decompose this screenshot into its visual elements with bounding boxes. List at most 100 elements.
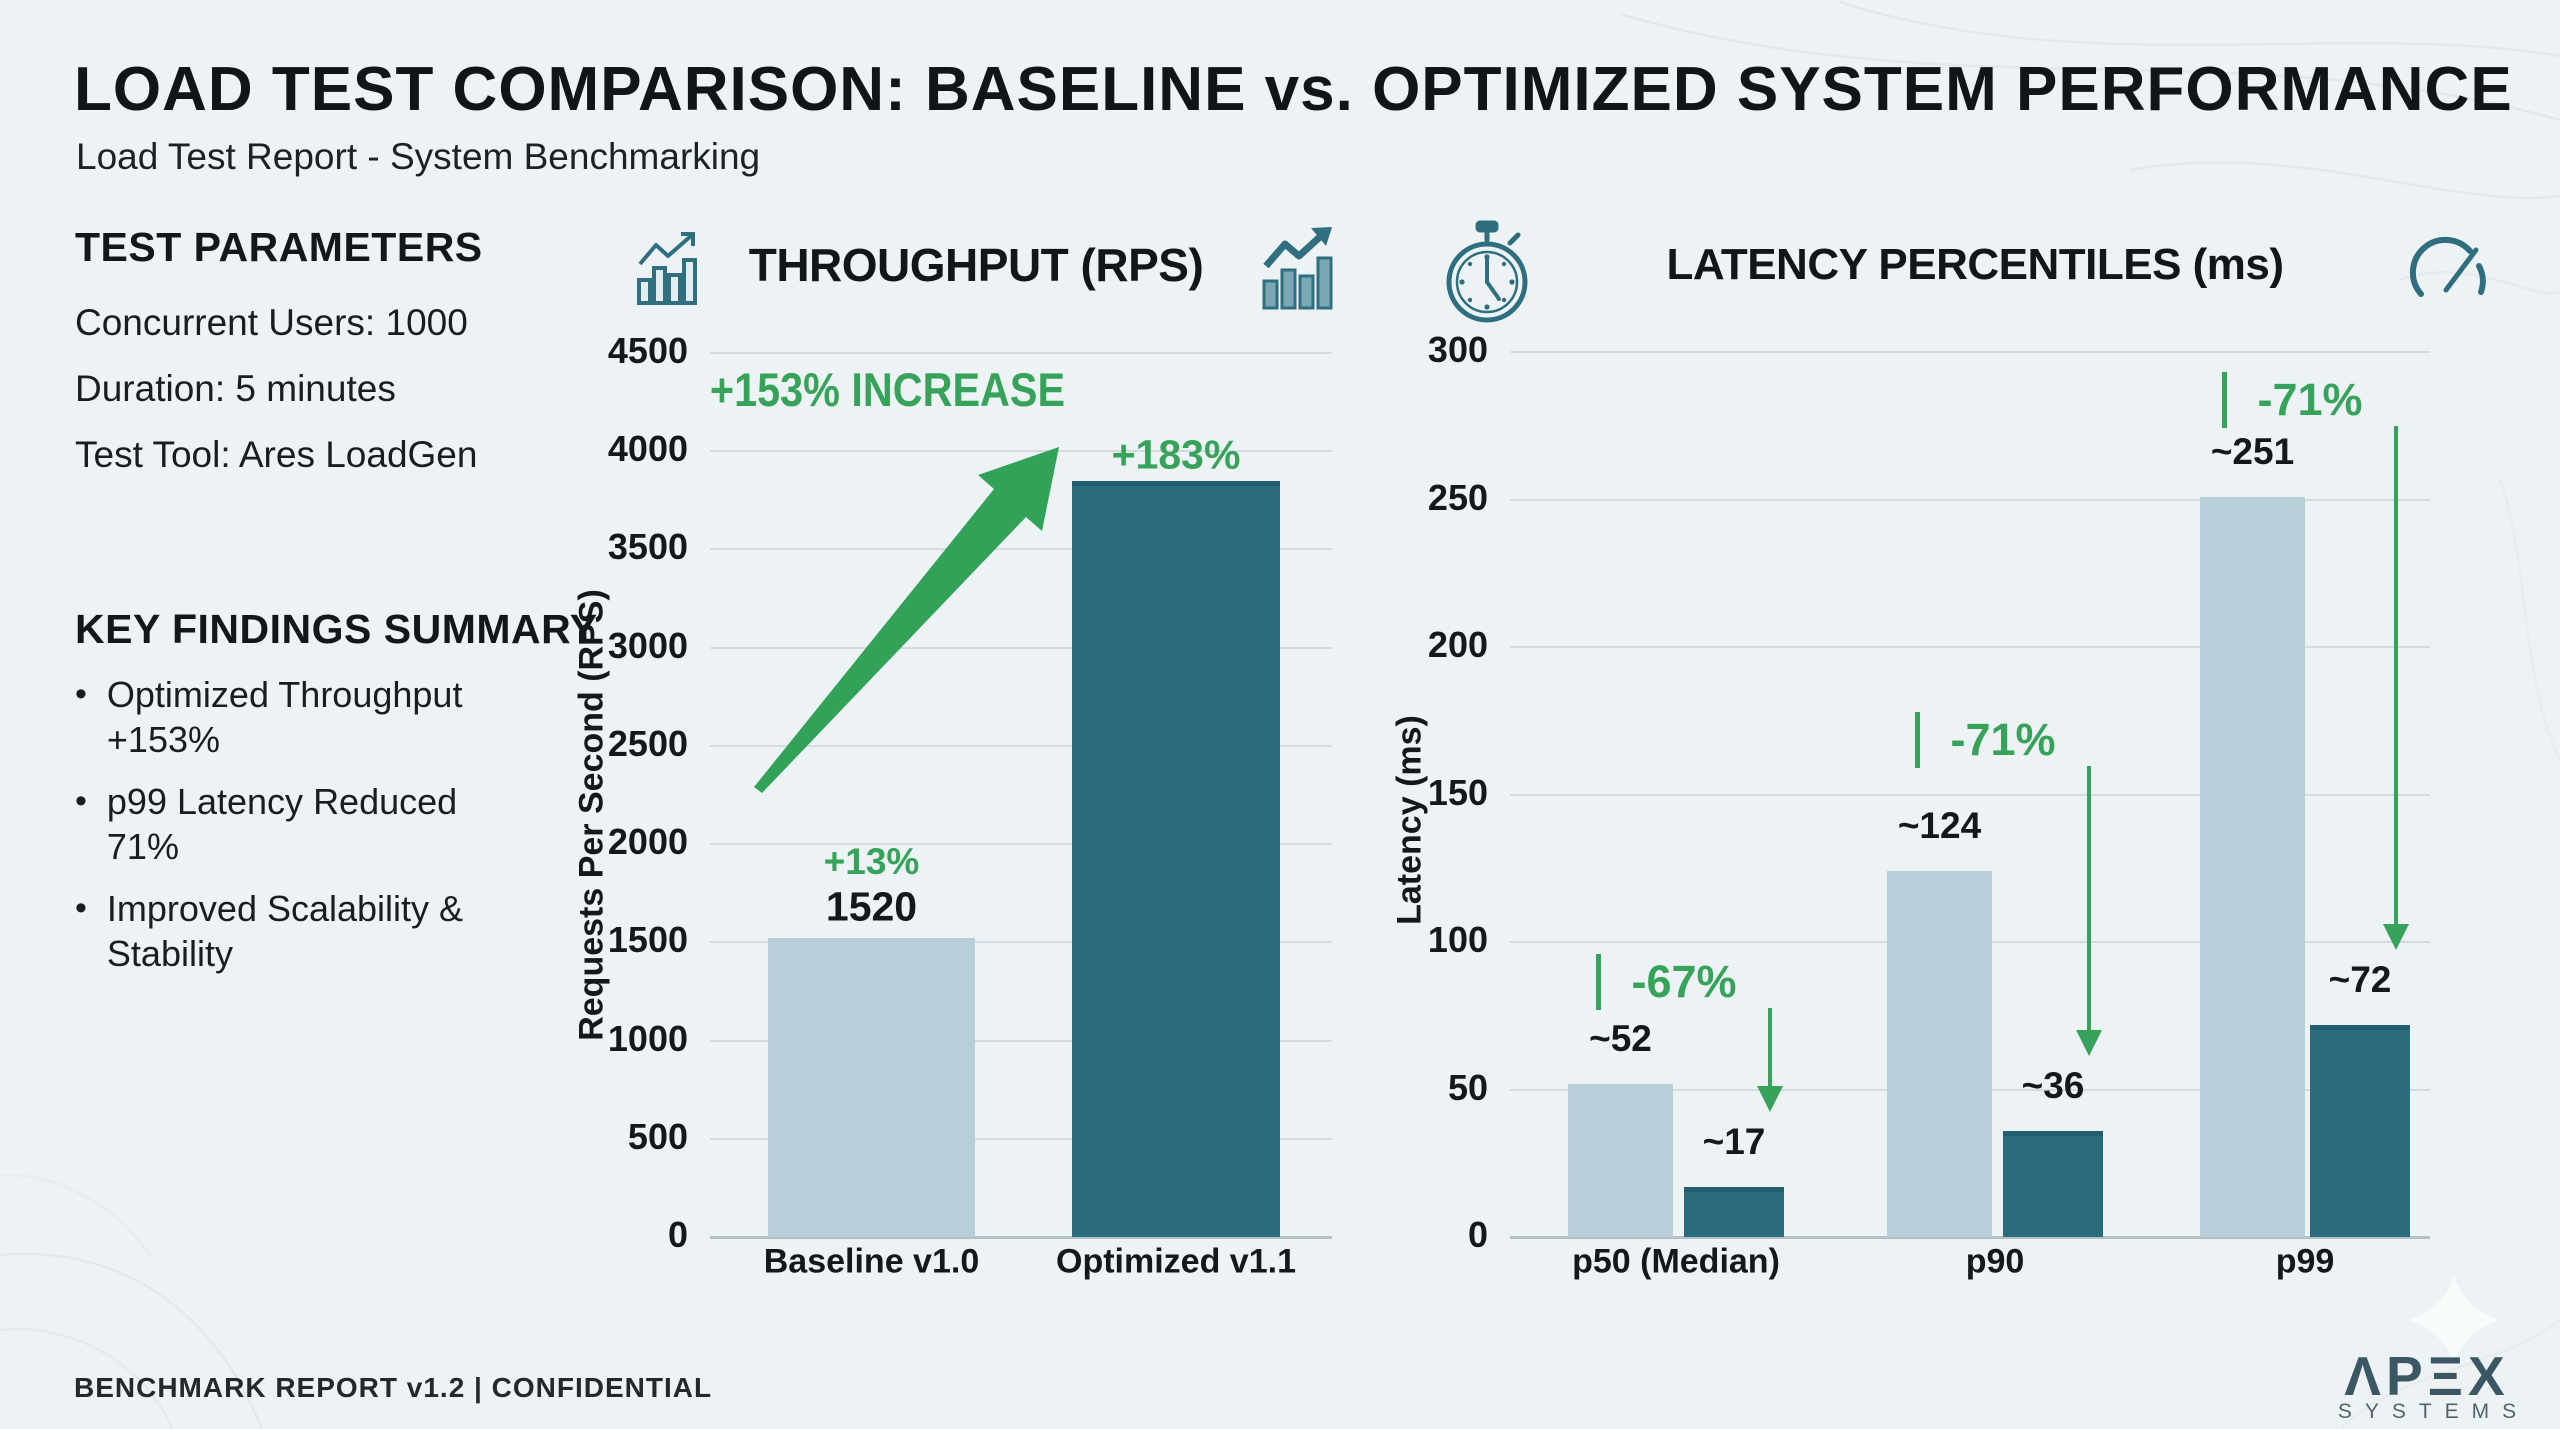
reduction-arrow-head [1757, 1085, 1783, 1112]
bar-value-label: 1520 [825, 883, 918, 930]
reduction-arrow-head [2076, 1029, 2102, 1056]
key-finding-text: Optimized Throughput +153% [106, 674, 463, 760]
bar-optimized-v1-1 [1072, 480, 1280, 1237]
annotation-tick [1596, 954, 1601, 1010]
y-tick-label: 250 [1427, 476, 1488, 518]
bar-chart-growth-outline-icon [637, 232, 697, 305]
gridline [710, 744, 1332, 747]
bar-optimized-p99 [2310, 1024, 2410, 1237]
bar-value-label: ~251 [2210, 430, 2295, 472]
gauge-icon [2409, 236, 2486, 297]
bar-optimized-p50-median- [1684, 1186, 1784, 1237]
test-parameters-list: Concurrent Users: 1000 Duration: 5 minut… [75, 290, 477, 488]
bar-delta-label: +13% [823, 841, 920, 883]
reduction-label: -71% [1950, 714, 2056, 765]
key-finding-item: • p99 Latency Reduced 71% [75, 779, 525, 869]
bar-baseline-v1-0 [768, 938, 975, 1237]
y-tick-label: 1000 [607, 1017, 688, 1059]
increase-annotation: +153% INCREASE [709, 363, 1066, 416]
y-tick-label: 4500 [607, 330, 688, 371]
y-tick-label: 100 [1427, 919, 1488, 960]
key-finding-text: Improved Scalability & Stability [106, 888, 464, 974]
bar-value-label: ~52 [1589, 1017, 1652, 1059]
gridline [1510, 793, 2430, 796]
test-parameter-item: Concurrent Users: 1000 [75, 302, 468, 343]
key-finding-item: • Improved Scalability & Stability [75, 886, 525, 976]
y-tick-label: 50 [1447, 1066, 1488, 1108]
y-tick-label: 3000 [607, 624, 688, 666]
bullet-icon: • [75, 675, 87, 713]
test-parameters-heading: TEST PARAMETERS [75, 224, 483, 270]
x-category-label: Optimized v1.1 [1056, 1242, 1296, 1281]
bar-value-label: ~124 [1897, 805, 1982, 847]
y-tick-label: 3500 [607, 526, 688, 568]
y-tick-label: 2500 [607, 722, 688, 764]
x-category-label: Baseline v1.0 [763, 1242, 980, 1281]
footer-text: BENCHMARK REPORT v1.2 | CONFIDENTIAL [74, 1372, 713, 1403]
gridline [710, 352, 1332, 354]
bar-delta-label: +183% [1111, 431, 1241, 478]
key-finding-item: • Optimized Throughput +153% [75, 672, 525, 762]
bar-baseline-p50-median- [1568, 1083, 1673, 1237]
key-findings-heading: KEY FINDINGS SUMMARY [75, 606, 598, 652]
y-tick-label: 150 [1427, 771, 1488, 813]
bar-value-label: ~72 [2328, 958, 2392, 1000]
bullet-icon: • [75, 782, 87, 820]
annotation-tick [1915, 712, 1920, 768]
y-tick-label: 2000 [607, 821, 688, 863]
bar-optimized-p90 [2003, 1130, 2103, 1237]
test-parameter-item: Duration: 5 minutes [75, 368, 396, 409]
key-finding-text: p99 Latency Reduced 71% [106, 781, 458, 867]
bar-baseline-p99 [2200, 496, 2305, 1237]
logo-wordmark: ΛPΞX [2344, 1345, 2510, 1407]
page-subtitle: Load Test Report - System Benchmarking [76, 136, 761, 177]
reduction-arrow-head [2383, 923, 2409, 950]
gridline [710, 941, 1332, 944]
gridline [710, 548, 1332, 551]
y-tick-label: 200 [1427, 624, 1488, 665]
bar-value-label: ~17 [1702, 1120, 1766, 1162]
y-tick-label: 0 [667, 1214, 688, 1255]
test-parameter-item: Test Tool: Ares LoadGen [75, 434, 478, 475]
annotation-tick [2222, 372, 2227, 428]
stopwatch-icon [1446, 220, 1528, 323]
x-category-label: p99 [2275, 1242, 2335, 1281]
gridline [710, 450, 1332, 453]
reduction-label: -67% [1631, 956, 1737, 1007]
gridline [710, 1137, 1332, 1140]
gridline [710, 1039, 1332, 1042]
reduction-arrow-line [2087, 766, 2091, 1030]
throughput-chart-title: THROUGHPUT (RPS) [748, 239, 1204, 291]
key-findings-list: • Optimized Throughput +153% • p99 Laten… [75, 672, 525, 993]
y-tick-label: 500 [627, 1115, 688, 1157]
page-title: LOAD TEST COMPARISON: BASELINE vs. OPTIM… [74, 55, 2513, 124]
gridline [710, 646, 1332, 649]
bullet-icon: • [75, 889, 87, 927]
gridline [1510, 351, 2430, 353]
x-category-label: p90 [1965, 1242, 2025, 1281]
x-axis-line [1510, 1236, 2430, 1239]
gridline [710, 843, 1332, 846]
y-tick-label: 4000 [607, 428, 688, 470]
gridline [1510, 646, 2430, 648]
gridline [1510, 498, 2430, 501]
y-tick-label: 0 [1467, 1214, 1488, 1255]
bar-baseline-p90 [1887, 871, 1992, 1237]
reduction-label: -71% [2257, 374, 2363, 425]
x-axis-line [710, 1236, 1332, 1239]
growth-arrow-icon [754, 447, 1059, 793]
y-tick-label: 300 [1427, 329, 1488, 370]
sparkle-star-icon [2408, 1274, 2500, 1366]
reduction-arrow-line [1768, 1008, 1772, 1086]
latency-chart-title: LATENCY PERCENTILES (ms) [1666, 240, 2284, 289]
y-tick-label: 1500 [607, 919, 688, 961]
reduction-arrow-line [2394, 426, 2398, 924]
bar-value-label: ~36 [2021, 1064, 2085, 1106]
bar-chart-growth-filled-icon [1262, 227, 1333, 310]
x-category-label: p50 (Median) [1572, 1242, 1780, 1281]
logo-tagline: SYSTEMS [2337, 1400, 2530, 1423]
